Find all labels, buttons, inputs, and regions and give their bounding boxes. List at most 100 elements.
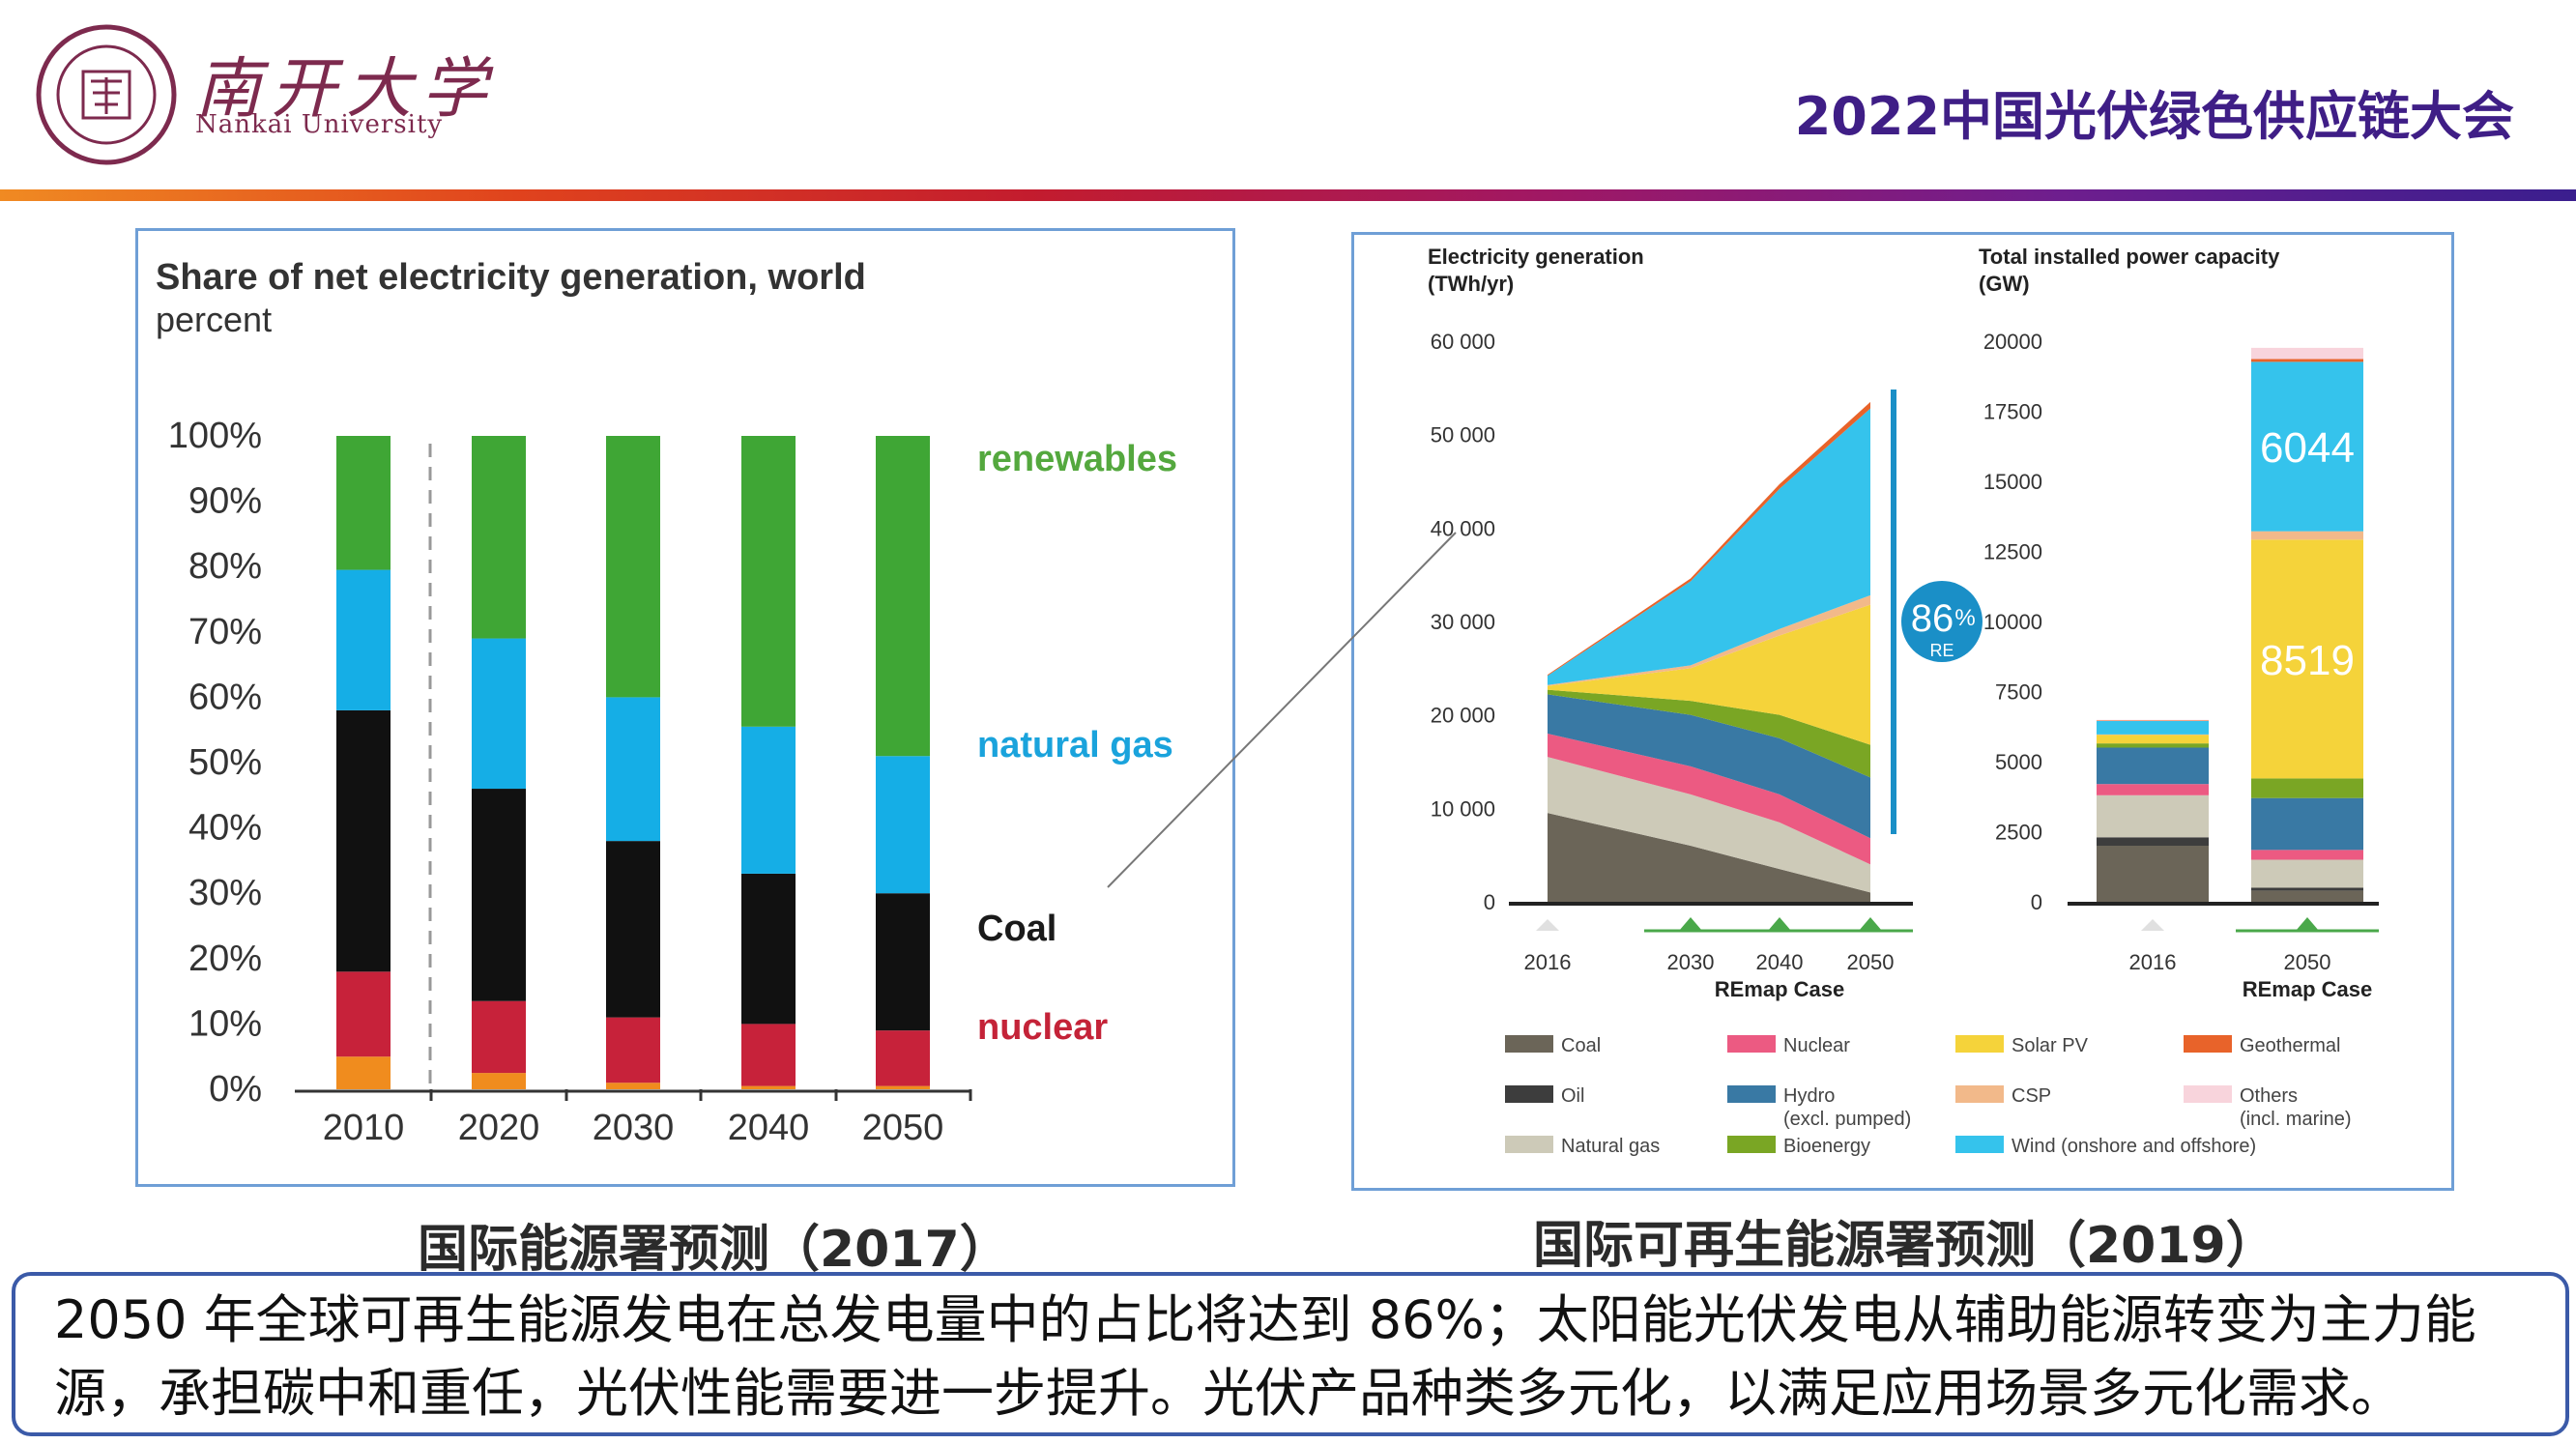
y-tick-label: 60 000 [1431,330,1495,354]
bar-segment-other [472,1073,526,1089]
conference-title: 2022中国光伏绿色供应链大会 [1794,86,2514,147]
x-tick-label: 2050 [862,1108,944,1148]
summary-box: 2050 年全球可再生能源发电在总发电量中的占比将达到 86%；太阳能光伏发电从… [12,1272,2569,1436]
capacity-segment-others [2251,347,2363,360]
generation-chart-unit: (TWh/yr) [1428,272,1514,296]
bar-segment-natural-gas [472,638,526,790]
capacity-segment-csp [2097,734,2209,736]
y-tick-label: 30 000 [1431,610,1495,634]
baseline-marker [1536,919,1559,931]
bar-segment-renewables [472,436,526,639]
area-nuclear [1548,734,1870,865]
irena-charts: Electricity generation (TWh/yr) Total in… [1428,245,2379,1157]
x-tick-label: 2050 [2284,950,2331,974]
bar-segment-other [876,1085,930,1089]
capacity-segment-solar [2097,735,2209,744]
bar-segment-coal [472,789,526,1001]
remap-case-label: REmap Case [2243,977,2373,1001]
bar-segment-nuclear [472,1000,526,1074]
area-bioenergy [1548,689,1870,778]
capacity-segment-hydro [2097,747,2209,785]
chart-legend: Coal Nuclear Solar PV Geothermal Oil Hydro(ex… [1505,1035,2352,1157]
bar-segment-nuclear [606,1017,660,1083]
capacity-segment-csp [2251,531,2363,540]
capacity-segment-hydro [2251,797,2363,851]
iea-chart-panel: Share of net electricity generation, wor… [135,228,1235,1187]
bar-segment-other [606,1083,660,1089]
legend-label: Solar PV [2012,1035,2089,1056]
y-tick-label: 50 000 [1431,423,1495,448]
bar-segment-nuclear [876,1030,930,1086]
y-tick-label: 30% [188,873,262,913]
irena-caption: 国际可再生能源署预测（2019） [1533,1217,2276,1275]
legend-swatch [1955,1085,2004,1103]
capacity-chart-unit: (GW) [1979,272,2030,296]
y-tick-label: 20 000 [1431,704,1495,728]
legend-swatch [1955,1035,2004,1053]
header-divider-bar [0,189,2576,201]
area-hydro [1548,694,1870,839]
y-tick-label: 0 [1484,890,1495,914]
capacity-segment-others [2097,719,2209,721]
generation-chart-title: Electricity generation [1428,245,1644,269]
capacity-segment-geothermal [2251,359,2363,362]
baseline-marker [2141,919,2164,931]
y-tick-label: 60% [188,677,262,717]
y-tick-label: 12500 [1983,540,2042,564]
capacity-segment-bioenergy [2251,778,2363,798]
capacity-chart-title: Total installed power capacity [1979,245,2280,269]
y-tick-label: 17500 [1983,400,2042,424]
x-tick-label: 2016 [2129,950,2177,974]
legend-swatch [1505,1035,1553,1053]
bar-segment-natural-gas [606,697,660,842]
legend-swatch [1727,1136,1776,1153]
bar-segment-coal [741,873,796,1025]
area-natural [1548,757,1870,893]
iea-caption: 国际能源署预测（2017） [418,1221,1010,1279]
y-tick-label: 100% [168,416,262,456]
summary-text: 2050 年全球可再生能源发电在总发电量中的占比将达到 86%；太阳能光伏发电从… [54,1289,2476,1424]
legend-swatch [1727,1085,1776,1103]
capacity-segment-nuclear [2097,784,2209,795]
left-chart-series-labels: nuclear Coal natural gas renewables [977,439,1177,1048]
bar-segment-coal [606,841,660,1018]
y-tick-label: 50% [188,742,262,783]
bar-segment-natural-gas [336,569,391,710]
bar-segment-renewables [336,436,391,570]
y-tick-label: 20000 [1983,330,2042,354]
legend-label: Oil [1561,1085,1584,1107]
left-chart-axes: 0% 10% 20% 30% 40% 50% 60% 70% 80% 90% 100% 2010 202… [168,416,972,1148]
chart-subtitle: percent [156,300,272,339]
capacity-segment-wind [2251,361,2363,532]
y-tick-label: 20% [188,939,262,979]
legend-swatch [1505,1136,1553,1153]
left-chart-bars [336,436,930,1089]
y-tick-label: 7500 [1995,680,2042,705]
university-name-cn: 南开大学 [195,51,498,128]
capacity-segment-coal [2097,846,2209,902]
series-label-coal: Coal [977,909,1056,949]
series-label-renewables: renewables [977,439,1177,479]
capacity-segment-oil [2097,837,2209,846]
y-tick-label: 10% [188,1003,262,1044]
x-tick-label: 2030 [1667,950,1715,974]
remap-marker [1679,917,1702,931]
x-tick-label: 2040 [1756,950,1804,974]
remap-marker [1859,917,1882,931]
y-tick-label: 70% [188,612,262,652]
legend-label: Bioenergy [1783,1136,1870,1157]
x-tick-label: 2030 [593,1108,675,1148]
re-badge-label: RE [1929,641,1954,660]
capacity-segment-solar [2251,539,2363,779]
solar-2050-data-label: 8519 [2260,637,2355,684]
bar-segment-other [336,1056,391,1089]
legend-label: Natural gas [1561,1136,1660,1157]
capacity-segment-coal [2251,890,2363,902]
bar-segment-nuclear [741,1024,796,1086]
legend-label: CSP [2012,1085,2051,1107]
legend-swatch [1505,1085,1553,1103]
legend-label: Hydro [1783,1085,1835,1107]
y-tick-label: 5000 [1995,750,2042,774]
